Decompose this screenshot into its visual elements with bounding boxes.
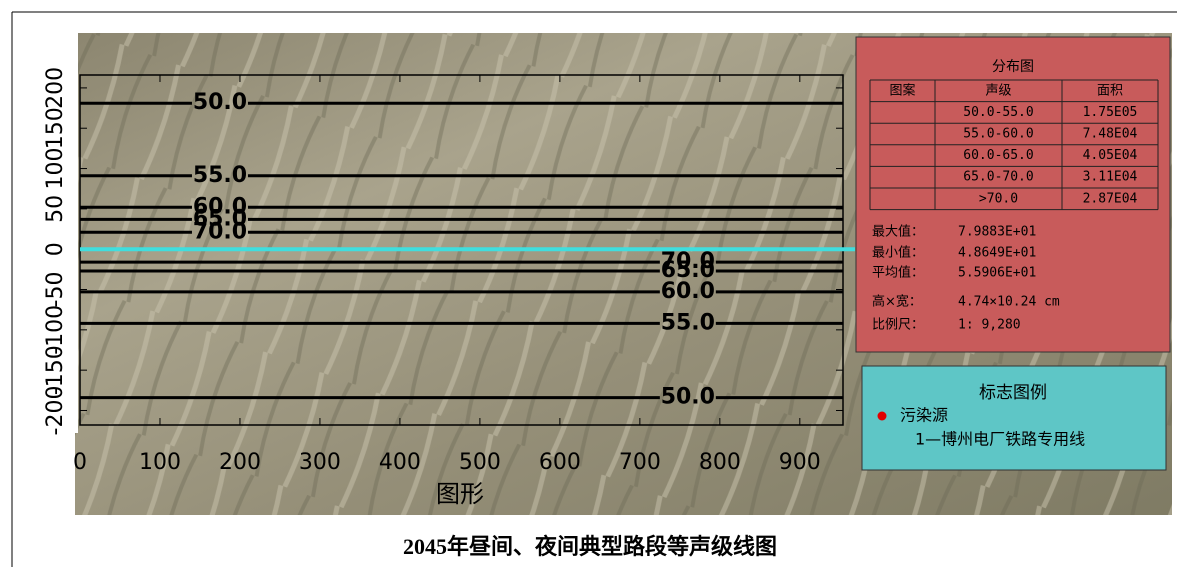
contour-label: 70.0 [193,219,247,244]
x-axis-label: 图形 [436,480,484,508]
x-tick-label: 200 [219,450,261,475]
figure: 图形 2045年昼间、夜间典型路段等声级线图 分布图 标志图例 污染源 1—博州… [0,0,1177,567]
x-tick-label: 500 [459,450,501,475]
contour-label: 50.0 [193,90,247,115]
x-tick-label: 600 [539,450,581,475]
table-cell: 65.0-70.0 [963,170,1033,185]
contour-label: 50.0 [661,385,715,410]
stat-label: 最大值： [872,224,924,240]
table-cell: 60.0-65.0 [963,148,1033,163]
x-tick-label: 300 [299,450,341,475]
legend-item: 1—博州电厂铁路专用线 [915,430,1085,449]
x-tick-label: 100 [139,450,181,475]
x-tick-label: 400 [379,450,421,475]
stat-label: 比例尺： [872,318,924,333]
y-tick-label: 150 [43,107,68,149]
x-tick-label: 0 [73,450,87,475]
contour-label: 55.0 [193,163,247,188]
table-cell: 2.87E04 [1083,191,1138,206]
y-tick-label: 200 [43,67,68,109]
source-symbol [878,412,887,421]
table-cell: 1.75E05 [1083,105,1138,120]
stat-label: 最小值： [872,245,924,261]
table-header: 面积 [1097,83,1123,98]
y-tick-label: 50 [43,195,68,223]
table-cell: 55.0-60.0 [963,127,1033,142]
table-cell: >70.0 [979,191,1018,206]
stat-value: 4.74×10.24 cm [958,295,1060,310]
stat-value: 7.9883E+01 [958,225,1036,240]
stat-value: 1: 9,280 [958,318,1021,333]
stat-label: 平均值： [872,265,924,281]
stat-label: 高×宽： [872,294,922,310]
x-tick-label: 700 [619,450,661,475]
legend-item: 污染源 [900,406,948,425]
table-header: 声级 [985,83,1011,98]
table-cell: 7.48E04 [1083,127,1138,142]
x-tick-label: 900 [779,450,821,475]
y-tick-label: -200 [43,386,68,436]
table-cell: 50.0-55.0 [963,105,1033,120]
table-header: 图案 [889,83,915,98]
contour-label: 60.0 [661,279,715,304]
y-tick-label: 100 [43,148,68,190]
legend-title: 标志图例 [979,383,1047,403]
y-tick-label: 0 [43,242,68,256]
contour-label: 55.0 [661,310,715,335]
stat-value: 4.8649E+01 [958,246,1036,261]
x-tick-label: 800 [699,450,741,475]
caption: 2045年昼间、夜间典型路段等声级线图 [403,534,777,559]
table-cell: 3.11E04 [1083,170,1138,185]
y-tick-label: -50 [43,272,68,308]
table-cell: 4.05E04 [1083,148,1138,163]
distribution-title: 分布图 [992,59,1034,75]
stat-value: 5.5906E+01 [958,266,1036,281]
